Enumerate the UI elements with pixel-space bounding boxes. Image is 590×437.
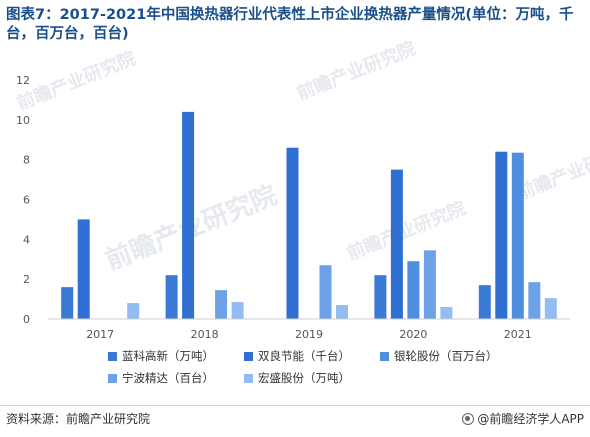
legend-item: 宁波精达（百台） xyxy=(108,370,236,386)
footer-divider xyxy=(0,405,590,406)
bar-chart: 前瞻产业研究院前瞻产业研究院前瞻产业研究院前瞻产业研究院前瞻产业研究院 0246… xyxy=(14,37,590,341)
bar xyxy=(511,152,524,319)
bar xyxy=(127,303,140,319)
bar xyxy=(544,298,557,319)
y-tick-label: 10 xyxy=(16,114,30,127)
bar xyxy=(390,169,403,319)
x-tick-label: 2018 xyxy=(191,328,219,341)
legend-item: 宏盛股份（万吨） xyxy=(244,370,372,386)
bar xyxy=(423,250,436,319)
chart-title: 图表7：2017-2021年中国换热器行业代表性上市企业换热器产量情况(单位：万… xyxy=(6,7,574,42)
x-tick-label: 2017 xyxy=(86,328,114,341)
brand-logo-icon xyxy=(462,412,475,425)
x-tick-label: 2021 xyxy=(504,328,532,341)
bar xyxy=(495,151,508,319)
bar xyxy=(61,287,74,319)
bar xyxy=(440,307,453,319)
legend-label: 银轮股份（百万台） xyxy=(394,349,498,363)
brand-text: @前瞻经济学人APP xyxy=(477,412,584,426)
y-axis: 0 2 4 6 8 10 12 xyxy=(16,74,30,326)
watermark-3: 前瞻产业研究院 xyxy=(344,197,469,265)
x-axis-labels: 2017 2018 2019 2020 2021 xyxy=(86,328,532,341)
y-tick-label: 2 xyxy=(23,273,30,286)
bar xyxy=(478,285,491,319)
watermark-1: 前瞻产业研究院 xyxy=(294,37,419,105)
x-tick-label: 2020 xyxy=(399,328,427,341)
watermark-4: 前瞻产业研究院 xyxy=(514,137,590,205)
bar xyxy=(286,147,299,319)
bar xyxy=(374,275,387,319)
y-tick-label: 6 xyxy=(23,194,30,207)
legend-swatch xyxy=(108,351,117,361)
legend: 蓝科高新（万吨） 双良节能（千台） 银轮股份（百万台） 宁波精达（百台） 宏盛股份（万吨… xyxy=(108,348,548,386)
legend-item: 银轮股份（百万台） xyxy=(380,348,530,364)
bar xyxy=(165,275,178,319)
legend-swatch xyxy=(380,351,389,361)
y-tick-label: 12 xyxy=(16,74,30,87)
legend-label: 蓝科高新（万吨） xyxy=(122,349,214,363)
bar xyxy=(215,290,228,319)
legend-label: 双良节能（千台） xyxy=(258,349,350,363)
legend-label: 宏盛股份（万吨） xyxy=(258,371,350,385)
legend-swatch xyxy=(244,351,253,361)
bars xyxy=(61,111,557,319)
legend-item: 蓝科高新（万吨） xyxy=(108,348,236,364)
legend-swatch xyxy=(108,373,117,383)
legend-swatch xyxy=(244,373,253,383)
legend-item: 双良节能（千台） xyxy=(244,348,372,364)
brand-credit: @前瞻经济学人APP xyxy=(462,410,584,427)
bar xyxy=(231,302,244,319)
bar xyxy=(319,265,332,319)
y-tick-label: 4 xyxy=(23,233,30,246)
bar xyxy=(336,305,348,319)
source-note: 资料来源：前瞻产业研究院 xyxy=(6,412,151,426)
bar xyxy=(528,282,541,319)
bar xyxy=(407,261,420,319)
y-tick-label: 0 xyxy=(23,313,30,326)
y-tick-label: 8 xyxy=(23,154,30,167)
watermark-0: 前瞻产业研究院 xyxy=(14,47,139,115)
bar xyxy=(77,219,90,319)
bar xyxy=(182,111,195,319)
legend-label: 宁波精达（百台） xyxy=(122,371,214,385)
x-tick-label: 2019 xyxy=(295,328,323,341)
